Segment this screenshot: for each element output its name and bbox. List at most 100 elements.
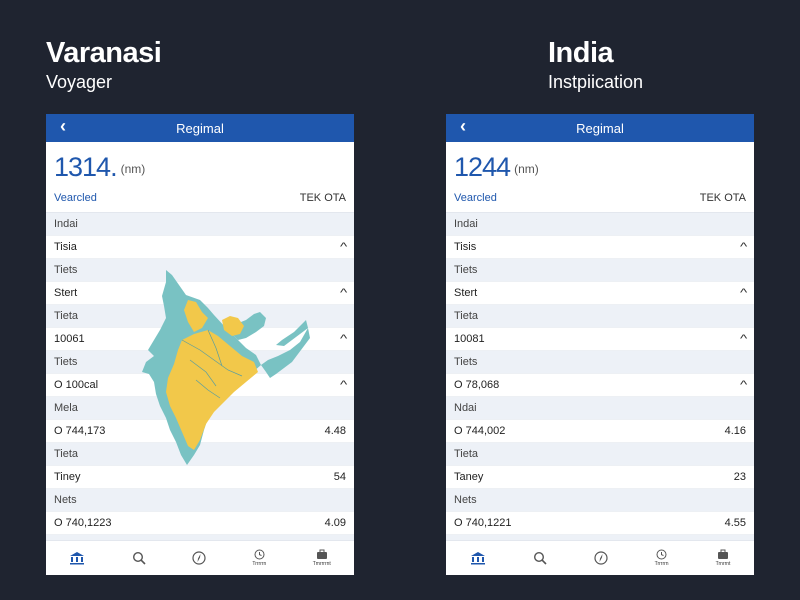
column-header: Vearcled TEK OTA — [46, 184, 354, 213]
nav-item-compass[interactable] — [192, 551, 206, 565]
chevron-up-icon[interactable]: ^ — [739, 333, 748, 345]
left-heading: Varanasi Voyager — [46, 37, 162, 93]
list-section-header: Tieta — [446, 305, 754, 328]
metric-readout: 1244 (nm) — [446, 142, 754, 184]
chevron-up-icon[interactable]: ^ — [339, 333, 348, 345]
list-item-label: Tieta — [54, 448, 79, 460]
compass-icon — [593, 551, 608, 565]
list-section-header: Ndai — [446, 397, 754, 420]
nav-item-briefcase[interactable]: Trnrrnt — [715, 549, 731, 567]
list-section-header: Nets — [46, 489, 354, 512]
right-phone-screen: ‹ Regimal 1244 (nm) Vearcled TEK OTA Ind… — [446, 114, 754, 575]
nav-item-label: Trnrrnt — [715, 561, 731, 567]
list-item-value: 54 — [333, 471, 346, 483]
chevron-up-icon[interactable]: ^ — [339, 241, 348, 253]
app-bar: ‹ Regimal — [46, 114, 354, 142]
metric-readout: 1314. (nm) — [46, 142, 354, 184]
list-item[interactable]: Tiney 54 — [46, 466, 354, 489]
list-item-label: Tiets — [454, 264, 478, 276]
nav-item-compass[interactable] — [593, 551, 608, 565]
nav-item-bank[interactable] — [69, 551, 85, 565]
app-bar-title: Regimal — [576, 120, 624, 136]
heading-subtitle: Instpiication — [548, 72, 644, 92]
list-item[interactable]: 10061 ^ — [46, 328, 354, 351]
list-item[interactable]: O 740,1223 4.09 — [46, 512, 354, 535]
list-section-header: Indai — [446, 213, 754, 236]
list-section-header: Tieta — [446, 443, 754, 466]
nav-item-search[interactable] — [132, 551, 146, 565]
list-item[interactable]: 10081 ^ — [446, 328, 754, 351]
column-header-right: TEK OTA — [699, 192, 746, 204]
list-item-label: Stert — [454, 287, 478, 299]
list-item[interactable]: O 740,1221 4.55 — [446, 512, 754, 535]
list-section-header: Tiets — [46, 259, 354, 282]
app-bar: ‹ Regimal — [446, 114, 754, 142]
chevron-up-icon[interactable]: ^ — [739, 287, 748, 299]
list-item[interactable]: Stert ^ — [446, 282, 754, 305]
list-item-label: Tieta — [54, 310, 79, 322]
list-item[interactable]: Tisis ^ — [446, 236, 754, 259]
column-header-right: TEK OTA — [299, 192, 346, 204]
list-item[interactable]: O 100cal ^ — [46, 374, 354, 397]
list-item-label: Tiney — [54, 471, 81, 483]
briefcase-icon — [316, 549, 328, 560]
column-header-left[interactable]: Vearcled — [454, 192, 497, 204]
nav-item-clock[interactable]: Trrrrrn — [655, 549, 669, 567]
list-item-label: Tisis — [454, 241, 477, 253]
list-item-value: 4.48 — [324, 425, 346, 437]
list-item[interactable]: Tisia ^ — [46, 236, 354, 259]
list-item-label: Indai — [454, 218, 478, 230]
column-header-left[interactable]: Vearcled — [54, 192, 97, 204]
compass-icon — [192, 551, 206, 565]
list-item-label: Tiets — [454, 356, 478, 368]
bottom-nav: Trrrrrn Trnrrnt — [446, 540, 754, 575]
list-item-label: O 744,173 — [54, 425, 106, 437]
list-item-label: Tieta — [454, 448, 479, 460]
clock-icon — [656, 549, 667, 560]
metric-unit: (nm) — [120, 162, 146, 176]
list-item[interactable]: Taney 23 — [446, 466, 754, 489]
back-button[interactable]: ‹ — [460, 116, 466, 136]
list-item-label: 10081 — [454, 333, 485, 345]
list-item-label: O 740,1221 — [454, 517, 512, 529]
nav-item-clock[interactable]: Trrrrrn — [252, 549, 266, 567]
list-item-value: 4.16 — [724, 425, 746, 437]
search-icon — [132, 551, 146, 565]
chevron-up-icon[interactable]: ^ — [339, 287, 348, 299]
list-item[interactable]: O 78,068 ^ — [446, 374, 754, 397]
metric-value: 1244 — [454, 152, 511, 182]
list-item-label: Tiets — [54, 264, 78, 276]
list-section-header: Nets — [446, 489, 754, 512]
right-heading: India Instpiication — [548, 37, 643, 93]
list-item[interactable]: Stert ^ — [46, 282, 354, 305]
list-item-label: Ndai — [454, 402, 477, 414]
list-item-label: O 78,068 — [454, 379, 500, 391]
nav-item-label: Tmrrrrnt — [312, 561, 331, 567]
list-item-label: Tiets — [54, 356, 78, 368]
nav-item-briefcase[interactable]: Tmrrrrnt — [313, 549, 331, 567]
list-item-label: Nets — [54, 494, 77, 506]
chevron-up-icon[interactable]: ^ — [739, 241, 748, 253]
chevron-up-icon[interactable]: ^ — [339, 379, 348, 391]
briefcase-icon — [717, 549, 729, 560]
back-button[interactable]: ‹ — [60, 116, 66, 136]
list-item[interactable]: O 744,002 4.16 — [446, 420, 754, 443]
nav-item-search[interactable] — [533, 551, 547, 565]
list-item-label: Mela — [54, 402, 78, 414]
metric-unit: (nm) — [514, 162, 539, 176]
list-item-label: Taney — [454, 471, 484, 483]
list-item[interactable]: O 744,173 4.48 — [46, 420, 354, 443]
list-item-label: Tisia — [54, 241, 77, 253]
region-list: Indai Tisia ^ Tiets Stert ^ Tieta 10061 ^ Tiets O … — [46, 213, 354, 575]
chevron-up-icon[interactable]: ^ — [739, 379, 748, 391]
list-section-header: Tieta — [46, 443, 354, 466]
metric-value: 1314. — [54, 152, 118, 182]
heading-title: Varanasi — [46, 37, 162, 69]
app-bar-title: Regimal — [176, 120, 224, 136]
heading-subtitle: Voyager — [46, 72, 113, 92]
bottom-nav: Trrrrrn Tmrrrrnt — [46, 540, 354, 575]
list-item-label: 10061 — [54, 333, 85, 345]
list-section-header: Indai — [46, 213, 354, 236]
list-section-header: Tiets — [446, 259, 754, 282]
nav-item-bank[interactable] — [470, 551, 486, 565]
